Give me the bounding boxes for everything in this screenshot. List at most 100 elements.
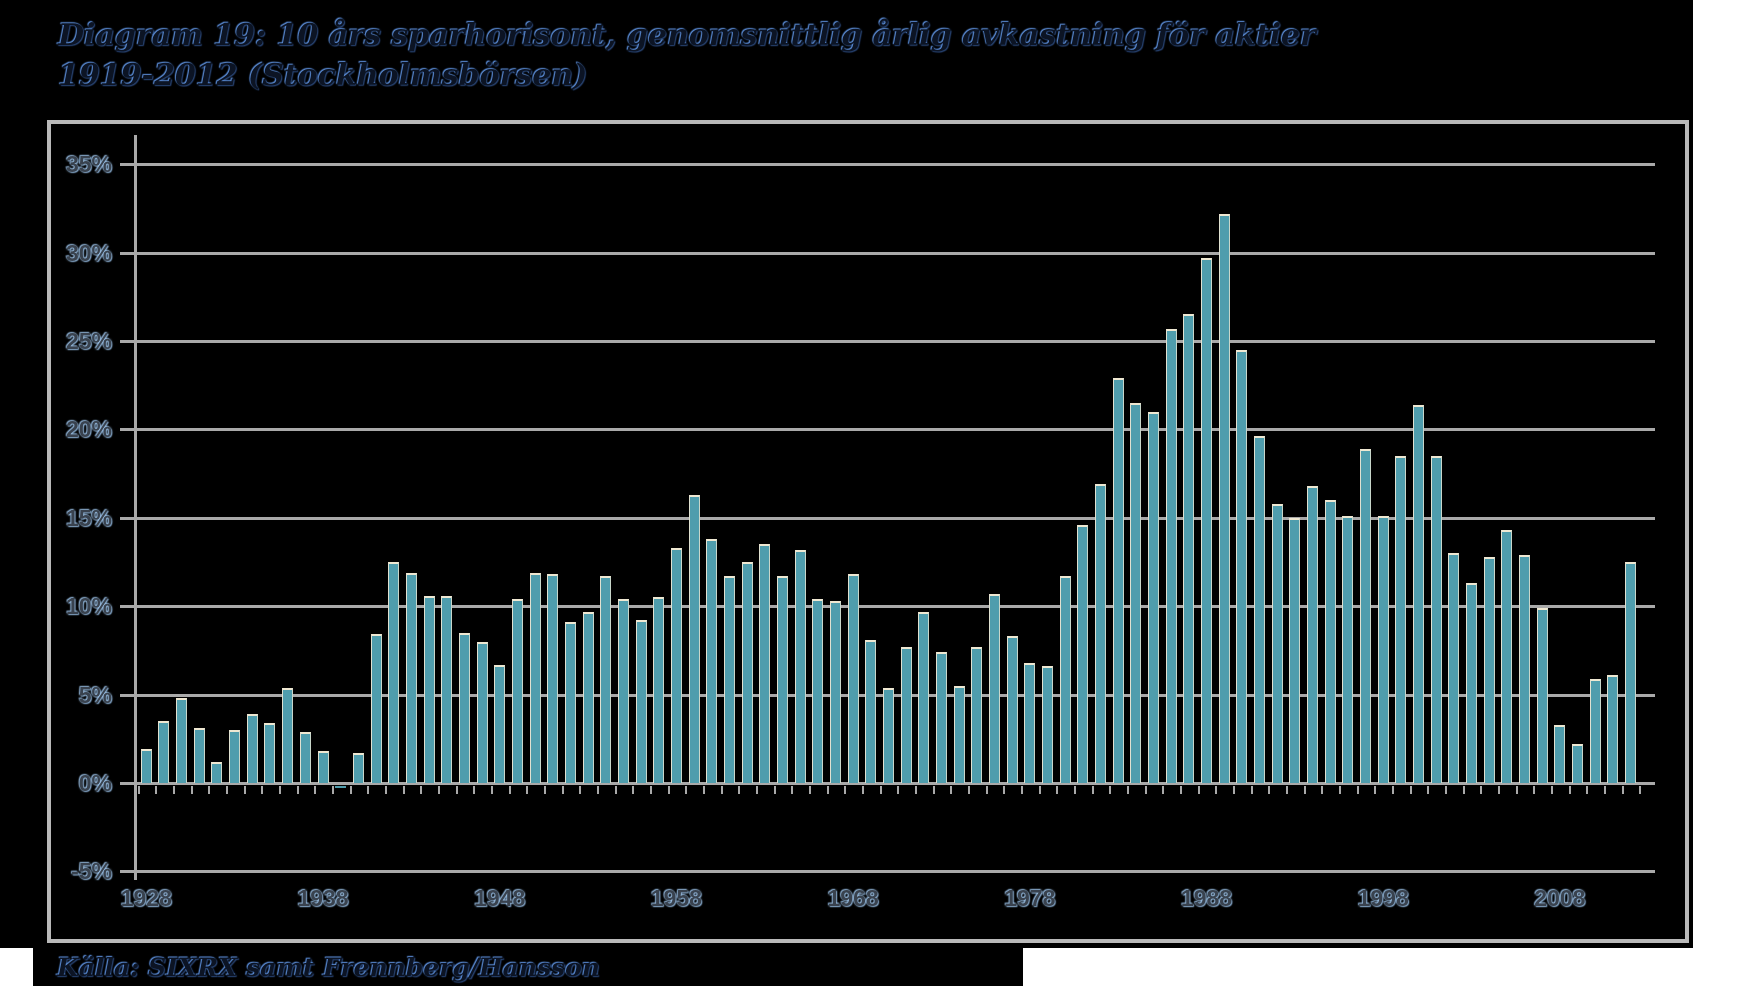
bar-1976 xyxy=(988,593,1000,783)
bar-2010 xyxy=(1589,678,1601,783)
bar-2011 xyxy=(1607,675,1619,783)
x-minor-tick xyxy=(1392,786,1395,794)
x-minor-tick xyxy=(190,786,193,794)
x-minor-tick xyxy=(243,786,246,794)
x-minor-tick xyxy=(1356,786,1359,794)
gridline--5% xyxy=(120,870,1655,874)
x-minor-tick xyxy=(1480,786,1483,794)
x-axis-label-1938: 1938 xyxy=(297,885,349,911)
x-minor-tick xyxy=(155,786,158,794)
x-minor-tick xyxy=(1056,786,1059,794)
bar-1953 xyxy=(582,611,594,783)
bar-1999 xyxy=(1395,455,1407,783)
y-axis-label: 25% xyxy=(65,328,112,354)
bar-1943 xyxy=(405,572,417,783)
bar-1928 xyxy=(140,749,152,783)
bar-1952 xyxy=(564,622,576,783)
chart-title: Diagram 19: 10 års sparhorisont, genomsn… xyxy=(58,16,1316,96)
x-axis-label-1998: 1998 xyxy=(1357,885,1409,911)
x-minor-tick xyxy=(1074,786,1076,794)
bar-1965 xyxy=(794,549,806,783)
bar-1958 xyxy=(670,547,682,783)
x-minor-tick xyxy=(1321,786,1324,794)
bar-1996 xyxy=(1342,516,1354,783)
bar-2005 xyxy=(1501,530,1513,783)
x-minor-tick xyxy=(738,786,741,794)
bar-2012 xyxy=(1625,562,1637,783)
y-axis-label: 35% xyxy=(65,151,112,178)
x-minor-tick xyxy=(1250,786,1253,794)
bar-1966 xyxy=(812,599,824,783)
x-minor-tick xyxy=(1462,786,1465,794)
x-minor-tick xyxy=(985,786,988,794)
x-minor-tick xyxy=(225,786,228,794)
x-minor-tick xyxy=(950,786,953,794)
bar-1938 xyxy=(317,751,329,783)
x-minor-tick xyxy=(1621,786,1624,794)
bar-1971 xyxy=(900,646,912,783)
bar-1978 xyxy=(1024,662,1036,783)
chart-title-line2: 1919-2012 (Stockholmsbörsen) xyxy=(58,58,588,93)
bar-1964 xyxy=(776,576,788,783)
bar-2002 xyxy=(1448,553,1460,783)
x-minor-tick xyxy=(1109,786,1112,794)
y-axis-label: -5% xyxy=(71,858,112,885)
x-minor-tick xyxy=(1586,786,1589,794)
x-minor-tick xyxy=(1568,786,1571,794)
x-minor-tick xyxy=(296,786,299,794)
x-minor-tick xyxy=(1144,786,1147,794)
x-minor-tick xyxy=(879,786,882,794)
x-minor-tick xyxy=(773,786,776,794)
gridline-10% xyxy=(120,605,1655,609)
gridline-15% xyxy=(120,516,1655,520)
x-minor-tick xyxy=(384,786,387,794)
bar-1948 xyxy=(494,664,506,783)
x-minor-tick xyxy=(278,786,281,794)
x-minor-tick xyxy=(667,786,670,794)
bar-2003 xyxy=(1466,583,1478,783)
x-minor-tick xyxy=(314,786,317,794)
x-minor-tick xyxy=(861,786,864,794)
x-minor-tick xyxy=(1445,786,1448,794)
x-minor-tick xyxy=(720,786,723,794)
x-minor-tick xyxy=(1639,786,1642,794)
x-minor-tick xyxy=(1091,786,1094,794)
bar-1947 xyxy=(476,641,488,783)
plot-frame xyxy=(47,120,1689,943)
bar-1956 xyxy=(635,620,647,783)
bar-1981 xyxy=(1077,524,1089,783)
bar-1937 xyxy=(299,731,311,783)
x-minor-tick xyxy=(1339,786,1342,794)
bar-1944 xyxy=(423,595,435,783)
bar-1988 xyxy=(1201,257,1212,783)
x-minor-tick xyxy=(1268,786,1271,794)
x-minor-tick xyxy=(261,786,264,794)
bar-1973 xyxy=(935,652,947,783)
x-minor-tick xyxy=(932,786,935,794)
bar-1974 xyxy=(953,685,965,783)
bar-1969 xyxy=(865,639,877,783)
x-minor-tick xyxy=(543,786,546,794)
x-minor-tick xyxy=(331,786,334,794)
bar-2007 xyxy=(1536,607,1548,783)
x-minor-tick xyxy=(967,786,970,794)
bar-1979 xyxy=(1041,666,1053,783)
x-minor-tick xyxy=(1604,786,1607,794)
bar-1955 xyxy=(617,599,629,783)
y-axis-label: 0% xyxy=(78,770,112,796)
x-axis-label-1978: 1978 xyxy=(1004,885,1056,911)
x-axis-label-1988: 1988 xyxy=(1180,885,1233,911)
bar-1949 xyxy=(511,599,523,783)
x-minor-tick xyxy=(455,786,458,794)
bar-1961 xyxy=(723,576,735,783)
bar-1934 xyxy=(246,714,258,783)
bar-1950 xyxy=(529,572,541,783)
x-minor-tick xyxy=(1533,786,1536,794)
bar-1991 xyxy=(1254,436,1265,783)
x-minor-tick xyxy=(755,786,758,794)
x-minor-tick xyxy=(1180,786,1183,794)
x-minor-tick xyxy=(826,786,829,794)
bar-1970 xyxy=(882,687,894,783)
bar-1987 xyxy=(1183,314,1195,783)
x-minor-tick xyxy=(508,786,511,794)
